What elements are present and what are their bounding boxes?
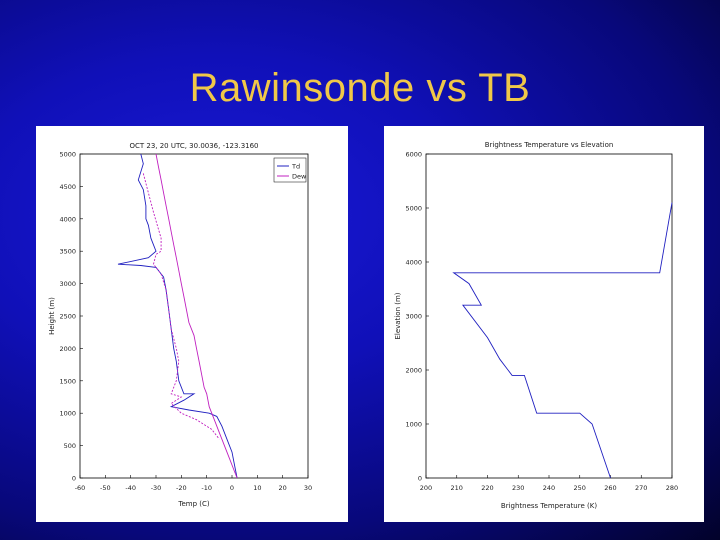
x-tick-label: 30 <box>304 484 312 492</box>
temperature-height-chart: OCT 23, 20 UTC, 30.0036, -123.3160 Temp … <box>48 142 312 508</box>
x-tick-label: -20 <box>176 484 187 492</box>
series-line <box>155 153 238 479</box>
series-line <box>142 173 220 440</box>
series-group <box>452 202 673 479</box>
y-tick-label: 3500 <box>59 248 76 256</box>
slide-title: Rawinsonde vs TB <box>189 66 531 110</box>
x-tick-label: 220 <box>481 484 493 492</box>
y-tick-label: 3000 <box>59 280 76 288</box>
x-axis-label: Temp (C) <box>177 500 209 508</box>
y-tick-label: 2000 <box>405 367 422 375</box>
legend-label: Dew <box>292 173 307 181</box>
x-tick-label: -30 <box>151 484 162 492</box>
y-tick-label: 6000 <box>405 151 422 159</box>
y-tick-label: 500 <box>64 442 76 450</box>
x-tick-label: 250 <box>574 484 586 492</box>
y-tick-label: 1500 <box>59 377 76 385</box>
y-tick-label: 5000 <box>59 151 76 159</box>
y-axis-label: Height (m) <box>48 297 56 335</box>
series-group <box>117 153 238 479</box>
y-tick-label: 2500 <box>59 313 76 321</box>
y-axis-ticks: 0 500 1000 1500 2000 2500 3000 3500 4000 4500 5000 <box>59 151 83 483</box>
x-axis-label: Brightness Temperature (K) <box>501 502 597 510</box>
y-tick-label: 0 <box>418 475 422 483</box>
y-tick-label: 2000 <box>59 345 76 353</box>
plot-frame <box>79 153 309 479</box>
y-tick-label: 1000 <box>405 421 422 429</box>
plot-frame <box>425 153 673 479</box>
y-axis-label: Elevation (m) <box>394 292 402 339</box>
x-tick-label: 0 <box>230 484 234 492</box>
y-tick-label: 4000 <box>405 259 422 267</box>
brightness-elevation-chart: Brightness Temperature vs Elevation Brig… <box>394 141 678 510</box>
x-tick-label: 20 <box>279 484 287 492</box>
brightness-elevation-panel: Brightness Temperature vs Elevation Brig… <box>384 126 704 522</box>
x-tick-label: -50 <box>100 484 111 492</box>
x-tick-label: -60 <box>75 484 86 492</box>
y-tick-label: 4500 <box>59 183 76 191</box>
y-tick-label: 1000 <box>59 410 76 418</box>
chart-title: Brightness Temperature vs Elevation <box>485 141 614 149</box>
x-tick-label: 210 <box>451 484 463 492</box>
x-tick-label: 280 <box>666 484 678 492</box>
x-tick-label: -40 <box>125 484 136 492</box>
y-tick-label: 4000 <box>59 215 76 223</box>
y-tick-label: 0 <box>72 475 76 483</box>
legend-label: Td <box>291 163 300 171</box>
series-line <box>452 202 673 479</box>
x-tick-label: -10 <box>201 484 212 492</box>
y-axis-ticks: 0 1000 2000 3000 4000 5000 6000 <box>405 151 429 483</box>
x-tick-label: 270 <box>635 484 647 492</box>
y-tick-label: 3000 <box>405 313 422 321</box>
x-tick-label: 240 <box>543 484 555 492</box>
chart-legend: Td Dew <box>273 157 307 183</box>
x-axis-ticks: -60 -50 -40 -30 -20 -10 0 10 20 30 <box>75 475 312 492</box>
x-tick-label: 230 <box>512 484 524 492</box>
x-tick-label: 260 <box>604 484 616 492</box>
y-tick-label: 5000 <box>405 205 422 213</box>
x-axis-ticks: 200 210 220 230 240 250 260 270 280 <box>420 475 678 492</box>
temperature-profile-panel: OCT 23, 20 UTC, 30.0036, -123.3160 Temp … <box>36 126 348 522</box>
series-line <box>117 153 238 479</box>
chart-title: OCT 23, 20 UTC, 30.0036, -123.3160 <box>129 142 258 150</box>
x-tick-label: 10 <box>253 484 261 492</box>
legend-box <box>273 157 307 183</box>
x-tick-label: 200 <box>420 484 432 492</box>
